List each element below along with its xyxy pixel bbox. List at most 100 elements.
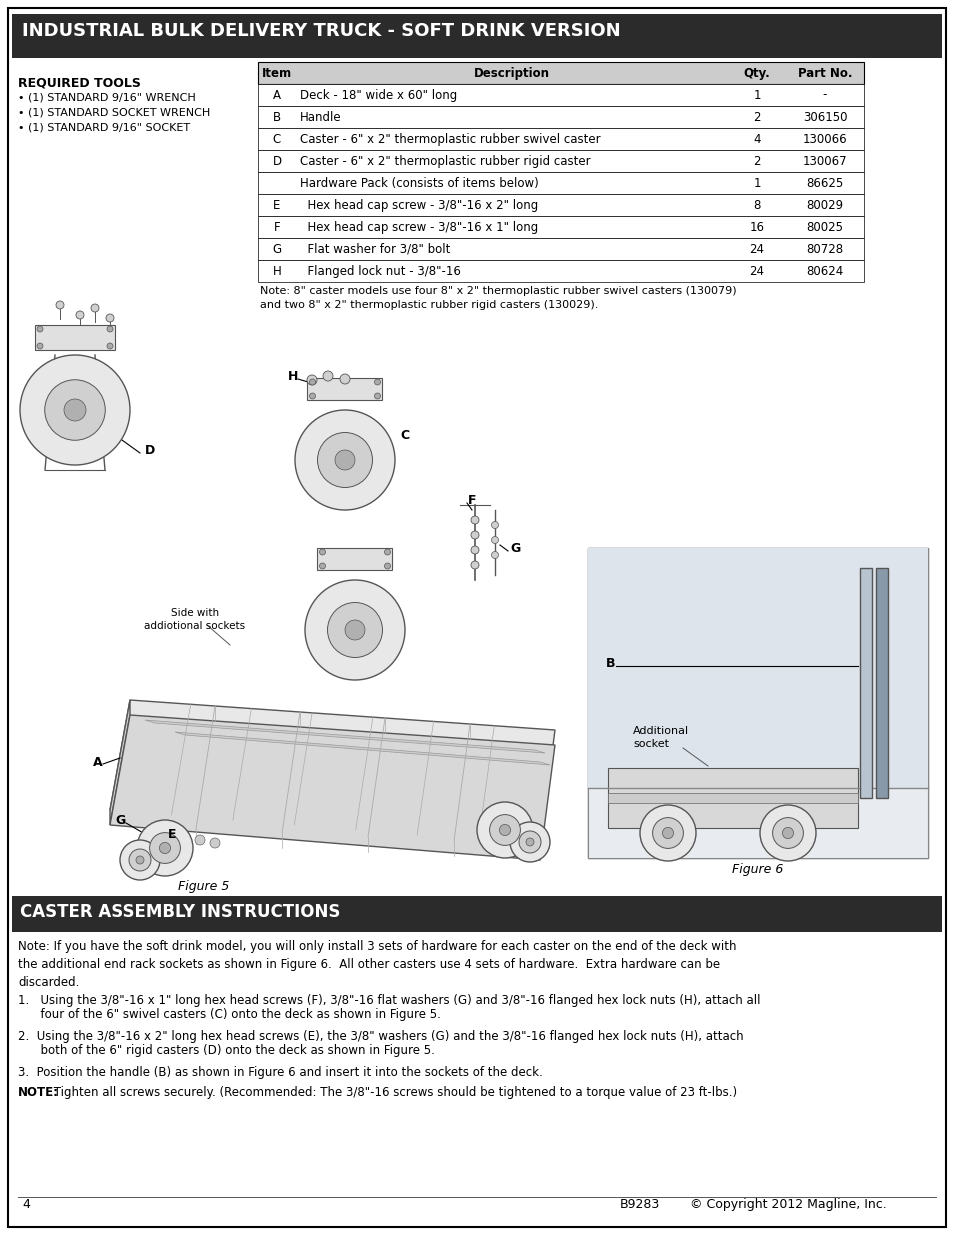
Circle shape	[37, 326, 43, 332]
Circle shape	[498, 825, 510, 836]
Circle shape	[45, 379, 105, 440]
Circle shape	[471, 531, 478, 538]
Circle shape	[476, 802, 533, 858]
Text: 1: 1	[753, 89, 760, 101]
Circle shape	[499, 826, 510, 836]
Bar	[257, 84, 863, 106]
Text: Flat washer for 3/8" bolt: Flat washer for 3/8" bolt	[299, 242, 450, 256]
Text: 16: 16	[749, 221, 763, 233]
Circle shape	[91, 304, 99, 312]
Circle shape	[489, 815, 519, 846]
Text: -: -	[821, 89, 826, 101]
Circle shape	[64, 399, 86, 421]
Text: Caster - 6" x 2" thermoplastic rubber swivel caster: Caster - 6" x 2" thermoplastic rubber sw…	[299, 132, 600, 146]
Circle shape	[471, 561, 478, 569]
Circle shape	[639, 805, 696, 861]
Text: both of the 6" rigid casters (D) onto the deck as shown in Figure 5.: both of the 6" rigid casters (D) onto th…	[18, 1044, 435, 1057]
Text: • (1) STANDARD SOCKET WRENCH: • (1) STANDARD SOCKET WRENCH	[18, 107, 210, 117]
Text: G: G	[115, 814, 125, 826]
Text: Handle: Handle	[299, 110, 341, 124]
Text: C: C	[399, 429, 409, 441]
Bar	[35, 325, 115, 350]
Bar	[12, 14, 941, 58]
Bar	[257, 194, 863, 216]
Bar	[257, 261, 863, 282]
Bar	[607, 793, 857, 803]
Text: 130066: 130066	[801, 132, 846, 146]
Text: 2: 2	[753, 154, 760, 168]
Text: 86625: 86625	[805, 177, 842, 189]
Circle shape	[345, 620, 365, 640]
Text: F: F	[468, 494, 476, 506]
Text: 3.  Position the handle (B) as shown in Figure 6 and insert it into the sockets : 3. Position the handle (B) as shown in F…	[18, 1066, 542, 1079]
Text: 80025: 80025	[805, 221, 842, 233]
Bar	[875, 568, 887, 798]
Text: B9283: B9283	[619, 1198, 659, 1212]
Text: 1: 1	[753, 177, 760, 189]
Circle shape	[107, 343, 112, 350]
Bar	[859, 568, 871, 798]
Circle shape	[20, 354, 130, 466]
Text: 24: 24	[749, 264, 763, 278]
Circle shape	[137, 820, 193, 876]
Bar	[587, 548, 927, 858]
Text: F: F	[274, 221, 280, 233]
Text: 8: 8	[753, 199, 760, 211]
Text: 2: 2	[753, 110, 760, 124]
Bar	[257, 172, 863, 194]
Bar	[587, 548, 927, 788]
Text: • (1) STANDARD 9/16" SOCKET: • (1) STANDARD 9/16" SOCKET	[18, 122, 190, 132]
Bar	[607, 768, 857, 827]
Polygon shape	[145, 720, 544, 753]
Circle shape	[323, 370, 333, 382]
Text: H: H	[273, 264, 281, 278]
Circle shape	[484, 823, 495, 832]
Polygon shape	[110, 700, 555, 845]
Text: 306150: 306150	[801, 110, 846, 124]
Text: Tighten all screws securely. (Recommended: The 3/8"-16 screws should be tightene: Tighten all screws securely. (Recommende…	[50, 1086, 737, 1099]
Circle shape	[120, 840, 160, 881]
Circle shape	[305, 580, 405, 680]
Circle shape	[760, 805, 815, 861]
Circle shape	[772, 818, 802, 848]
Text: Note: 8" caster models use four 8" x 2" thermoplastic rubber swivel casters (130: Note: 8" caster models use four 8" x 2" …	[260, 287, 736, 310]
Text: Hardware Pack (consists of items below): Hardware Pack (consists of items below)	[299, 177, 538, 189]
Circle shape	[339, 374, 350, 384]
Circle shape	[107, 326, 112, 332]
Text: 2.  Using the 3/8"-16 x 2" long hex head screws (E), the 3/8" washers (G) and th: 2. Using the 3/8"-16 x 2" long hex head …	[18, 1030, 742, 1044]
Text: B: B	[605, 657, 615, 669]
Circle shape	[510, 823, 550, 862]
Text: E: E	[168, 829, 176, 841]
Circle shape	[384, 563, 390, 569]
Text: C: C	[273, 132, 281, 146]
Polygon shape	[110, 700, 130, 825]
Circle shape	[319, 550, 325, 555]
Circle shape	[327, 603, 382, 657]
Text: G: G	[273, 242, 281, 256]
Text: Description: Description	[474, 67, 550, 79]
Text: D: D	[145, 443, 155, 457]
Circle shape	[37, 343, 43, 350]
Circle shape	[652, 818, 682, 848]
Bar	[257, 128, 863, 149]
Text: Flanged lock nut - 3/8"-16: Flanged lock nut - 3/8"-16	[299, 264, 460, 278]
Circle shape	[309, 393, 315, 399]
Text: INDUSTRIAL BULK DELIVERY TRUCK - SOFT DRINK VERSION: INDUSTRIAL BULK DELIVERY TRUCK - SOFT DR…	[22, 22, 620, 40]
Polygon shape	[110, 715, 555, 860]
Text: REQUIRED TOOLS: REQUIRED TOOLS	[18, 77, 141, 89]
Text: Deck - 18" wide x 60" long: Deck - 18" wide x 60" long	[299, 89, 456, 101]
Bar	[587, 548, 927, 858]
Circle shape	[661, 827, 673, 839]
Circle shape	[307, 375, 316, 385]
Bar	[257, 149, 863, 172]
Circle shape	[317, 432, 372, 488]
Text: CASTER ASSEMBLY INSTRUCTIONS: CASTER ASSEMBLY INSTRUCTIONS	[20, 903, 340, 921]
Bar	[307, 378, 382, 400]
Text: A: A	[273, 89, 281, 101]
Circle shape	[309, 379, 315, 385]
Circle shape	[471, 516, 478, 524]
Circle shape	[159, 842, 171, 853]
Text: Qty.: Qty.	[742, 67, 770, 79]
Text: Caster - 6" x 2" thermoplastic rubber rigid caster: Caster - 6" x 2" thermoplastic rubber ri…	[299, 154, 590, 168]
Circle shape	[319, 563, 325, 569]
